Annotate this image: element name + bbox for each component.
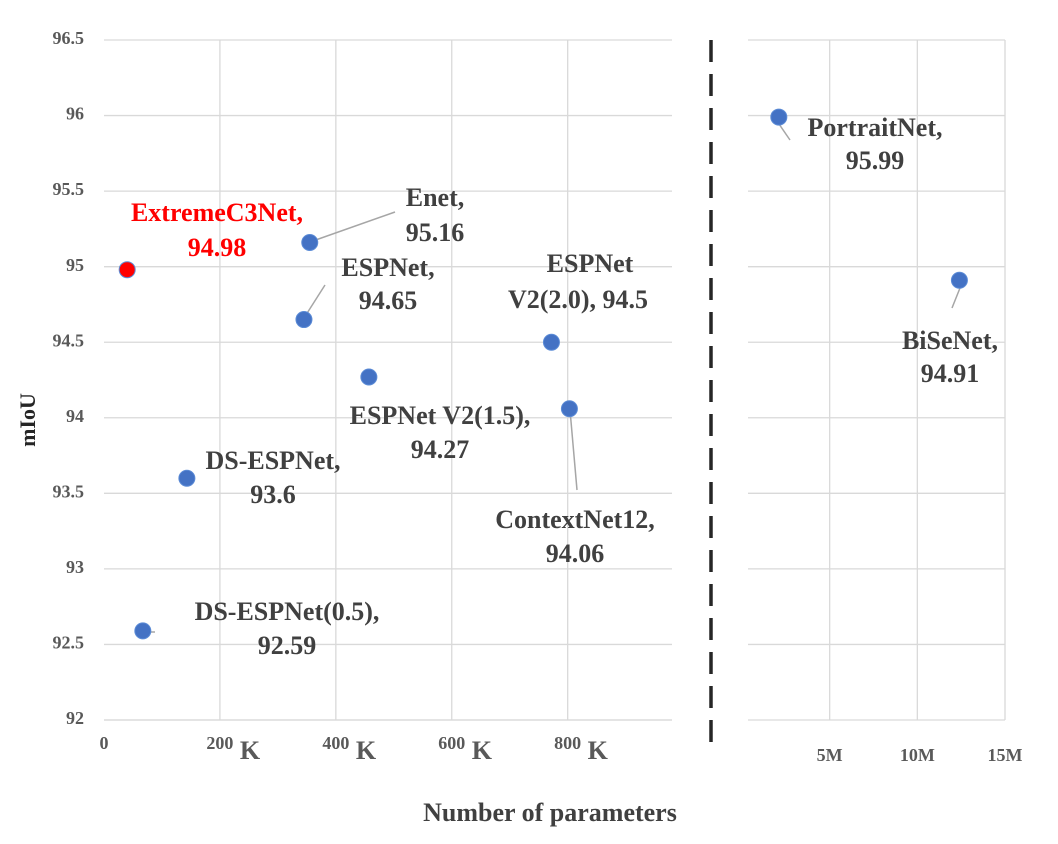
data-label: ExtremeC3Net, xyxy=(131,198,303,227)
data-label: Enet, xyxy=(406,183,465,212)
x-tick-unit: K xyxy=(356,736,377,765)
y-axis-title: mIoU xyxy=(15,393,40,447)
x-tick-label: 15M xyxy=(988,745,1023,765)
data-label: V2(2.0), 94.5 xyxy=(508,285,648,314)
point xyxy=(560,400,578,418)
data-label: 95.16 xyxy=(406,218,465,247)
x-tick-label: 5M xyxy=(817,745,843,765)
x-tick-label: 200 xyxy=(206,733,233,753)
x-tick-unit: K xyxy=(472,736,493,765)
data-label: ContextNet12, xyxy=(495,505,655,534)
point xyxy=(301,233,319,251)
point xyxy=(542,333,560,351)
y-tick-label: 96 xyxy=(66,104,84,124)
y-tick-label: 92.5 xyxy=(53,633,85,653)
data-label: 94.06 xyxy=(546,539,605,568)
y-tick-label: 95.5 xyxy=(53,179,85,199)
point xyxy=(118,261,136,279)
leader-line xyxy=(569,409,578,491)
point xyxy=(360,368,378,386)
point xyxy=(770,108,788,126)
x-tick-label: 800 xyxy=(554,733,581,753)
point xyxy=(134,622,152,640)
leader-line xyxy=(951,287,961,309)
data-label: ESPNet xyxy=(547,249,634,278)
x-tick-unit: K xyxy=(588,736,609,765)
data-label: 94.91 xyxy=(921,359,980,388)
x-tick-label: 0 xyxy=(100,733,109,753)
leader-line xyxy=(778,123,791,141)
data-label: 95.99 xyxy=(846,146,905,175)
point xyxy=(178,469,196,487)
x-tick-label: 400 xyxy=(322,733,349,753)
y-tick-label: 94.5 xyxy=(53,330,85,350)
x-axis-title: Number of parameters xyxy=(423,798,677,827)
data-label: 94.98 xyxy=(188,233,247,262)
data-label: 92.59 xyxy=(258,631,317,660)
data-label: DS-ESPNet(0.5), xyxy=(195,597,380,626)
point xyxy=(950,271,968,289)
data-label: ESPNet, xyxy=(341,253,434,282)
data-label: 94.65 xyxy=(359,286,418,315)
y-tick-label: 93 xyxy=(66,557,84,577)
point xyxy=(295,311,313,329)
y-tick-label: 94 xyxy=(66,406,84,426)
x-tick-unit: K xyxy=(240,736,261,765)
leader-line xyxy=(309,211,396,243)
y-tick-label: 92 xyxy=(66,708,84,728)
data-label: DS-ESPNet, xyxy=(205,446,340,475)
data-label: 93.6 xyxy=(250,480,296,509)
data-label: ESPNet V2(1.5), xyxy=(350,401,531,430)
y-tick-label: 93.5 xyxy=(53,481,85,501)
y-tick-label: 96.5 xyxy=(53,28,85,48)
x-tick-label: 600 xyxy=(438,733,465,753)
data-label: BiSeNet, xyxy=(902,326,998,355)
data-label: 94.27 xyxy=(411,435,470,464)
x-tick-label: 10M xyxy=(900,745,935,765)
y-tick-label: 95 xyxy=(66,255,84,275)
data-label: PortraitNet, xyxy=(808,113,943,142)
